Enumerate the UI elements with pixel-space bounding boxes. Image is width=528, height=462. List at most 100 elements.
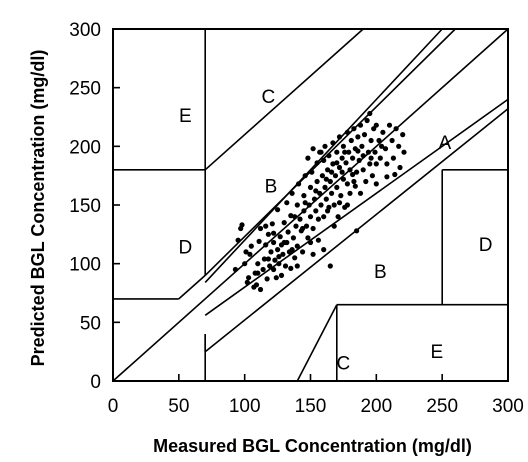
y-tick-label: 250 [69,79,101,100]
zone-label-b: B [374,262,387,283]
data-point [265,256,271,262]
data-point [382,146,389,152]
data-point [276,254,282,260]
data-point [265,231,271,237]
data-point [296,181,302,187]
data-point [392,171,398,178]
data-point [386,122,393,128]
y-tick-label: 50 [80,313,101,334]
data-point [342,149,348,155]
data-point [326,204,332,210]
zone-labels: A B B C C D D E E [179,87,493,374]
data-point [300,249,306,255]
zone-label-d: D [479,235,493,256]
y-axis-label: Predicted BGL Concentration (mg/dl) [28,50,48,367]
data-point [235,237,241,243]
data-point [367,161,373,167]
data-point [365,149,371,155]
data-point [307,214,314,220]
data-point [329,169,335,175]
data-point [367,110,373,117]
data-point [384,174,390,180]
data-point [336,164,343,171]
data-point [373,161,379,167]
data-point [335,214,341,220]
data-point [292,255,298,261]
data-point [309,169,315,175]
data-point [311,196,318,202]
zone-label-d: D [179,237,193,258]
tick-labels: 0 50 100 150 200 250 300 0 50 100 150 200 250 300 [69,20,524,417]
data-point [232,266,238,273]
data-point [310,225,316,232]
data-point [390,155,396,161]
data-point [243,249,249,255]
data-point [280,251,286,257]
data-point [275,207,281,213]
data-point [319,173,325,179]
x-tick-label: 0 [108,396,119,417]
boundary-zone-c-lower-diagonal [296,304,338,382]
data-point [306,202,312,208]
data-point [357,190,364,196]
x-tick-label: 300 [492,396,524,417]
data-point [246,275,252,281]
data-point [347,167,353,173]
data-point [292,214,298,220]
data-point [332,173,339,179]
data-point [323,176,329,182]
data-point [317,190,323,196]
data-point [331,223,337,229]
data-point [360,153,366,159]
data-point [305,155,311,161]
data-point [377,155,383,161]
data-point [397,164,403,171]
data-point [355,148,361,154]
data-point [343,160,349,166]
y-tick-label: 100 [69,255,101,276]
x-tick-label: 100 [229,396,261,417]
data-point [360,167,366,173]
data-point [256,238,262,244]
data-point [248,243,254,249]
data-point [364,117,370,124]
data-point [401,149,407,155]
x-tick-label: 50 [168,396,189,417]
data-point [321,157,327,163]
data-point [294,263,300,269]
x-tick-label: 250 [426,396,458,417]
data-point [301,208,307,214]
data-point [322,184,328,190]
data-point [313,208,319,214]
data-point [303,223,310,229]
data-point [330,140,336,146]
data-point [348,137,354,144]
data-point [339,169,345,175]
data-point [325,167,331,173]
boundary-zone-c-upper-diagonal [204,28,364,171]
data-point [354,169,360,175]
data-point [344,129,350,135]
data-point [329,190,335,196]
data-point [380,129,386,135]
data-point [373,122,379,128]
data-point [244,279,250,285]
data-point [284,239,290,246]
data-point [351,178,357,185]
data-point [355,134,361,140]
plot-frame [112,28,509,382]
zone-label-b: B [265,176,278,197]
data-point [331,202,337,208]
data-point [263,223,269,229]
data-point [315,216,321,222]
data-point [277,234,283,240]
data-point [314,160,320,166]
boundary-zone-b-upper-segment-2 [178,274,206,300]
data-point [347,190,353,196]
data-point [363,178,369,185]
data-point [350,171,356,178]
y-tick-label: 150 [69,196,101,217]
data-point [356,157,362,163]
data-point [330,161,336,167]
data-point [272,257,278,263]
